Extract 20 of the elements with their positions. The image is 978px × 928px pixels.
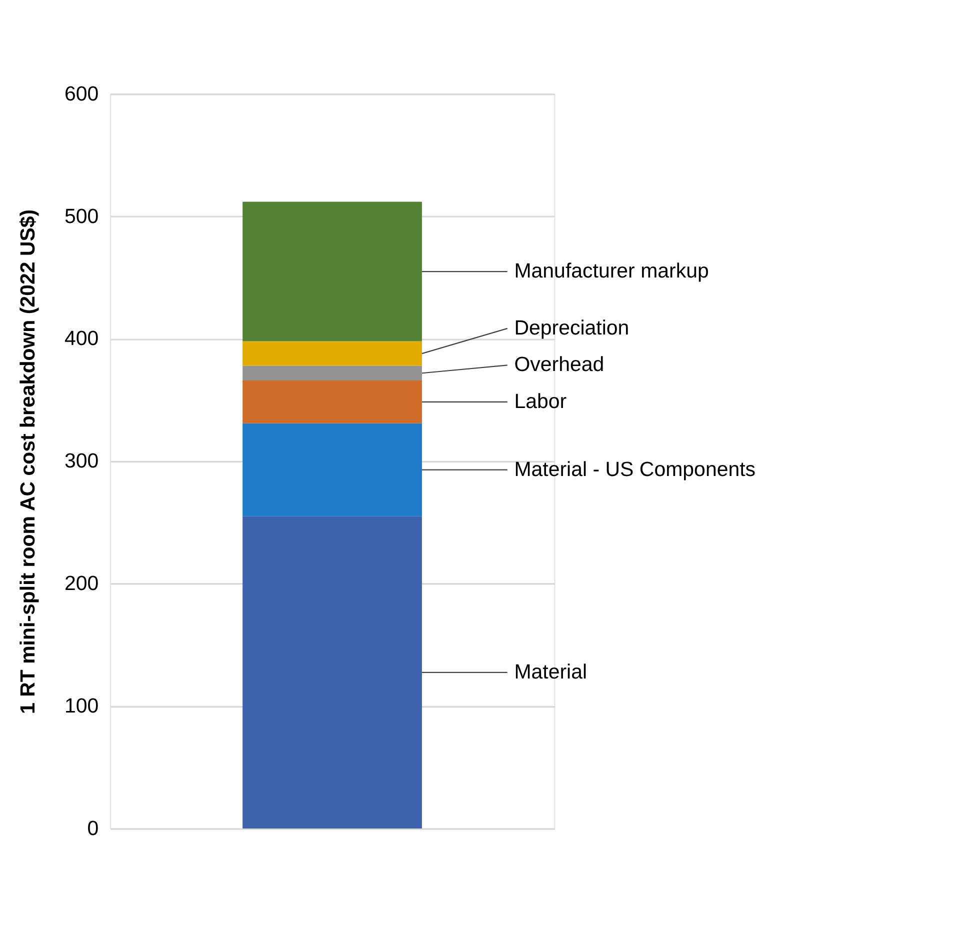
text: Overhead [514,353,604,376]
y-tick-label: 400 [64,327,99,350]
text: Depreciation [514,316,630,340]
y-tick-label: 100 [64,694,99,718]
y-tick-label: 600 [64,82,99,106]
text: Material - US Components [514,458,756,481]
y-tick-label: 500 [64,204,99,228]
bar [242,202,422,342]
bar [242,423,422,516]
y-tick-label: 300 [64,450,99,473]
bar [242,366,422,380]
bar [242,380,422,424]
y-axis-title: 1 RT mini-split room AC cost breakdown (2022 US$) [16,209,40,714]
text: Manufacturer markup [514,259,709,282]
text: Labor [514,390,567,413]
y-tick-label: 200 [64,572,99,596]
bar [242,341,422,366]
bar [242,516,422,829]
text: Material [514,660,588,684]
y-tick-label: 0 [87,816,99,840]
